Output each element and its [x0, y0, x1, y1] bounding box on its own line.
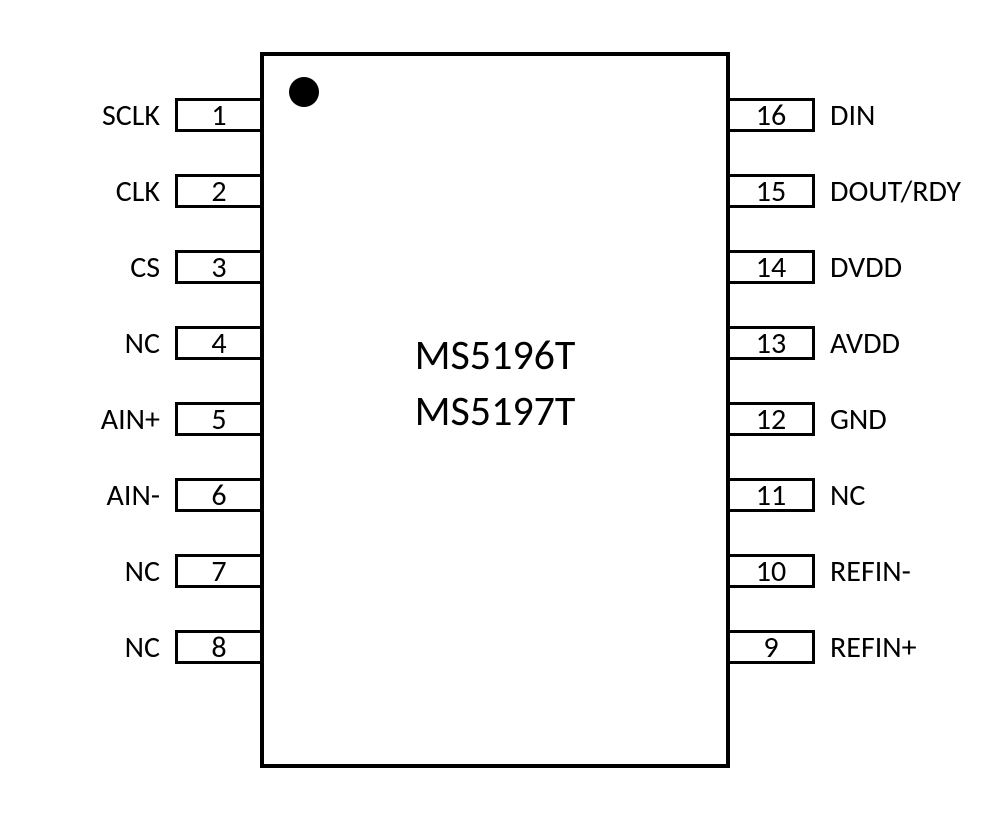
pin-box-16: 16 [727, 98, 815, 132]
pin-box-5: 5 [175, 402, 263, 436]
pin-label-din: DIN [830, 94, 993, 136]
chip-part-number-2: MS5197T [365, 386, 625, 437]
pin-box-3: 3 [175, 250, 263, 284]
ic-pinout-diagram: MS5196T MS5197T SCLK 1 CLK 2 CS 3 NC 4 A… [0, 0, 993, 814]
pin-label-refinm: REFIN- [830, 550, 993, 592]
pin-label-nc-4: NC [40, 322, 160, 364]
pin-box-7: 7 [175, 554, 263, 588]
pin-label-ainm: AIN- [40, 474, 160, 516]
pin-box-1: 1 [175, 98, 263, 132]
pin-label-ainp: AIN+ [40, 398, 160, 440]
pin-box-4: 4 [175, 326, 263, 360]
pin-box-9: 9 [727, 630, 815, 664]
pin-box-6: 6 [175, 478, 263, 512]
pin-label-dout-rdy: DOUT/RDY [830, 170, 993, 212]
pin-box-14: 14 [727, 250, 815, 284]
pin-label-avdd: AVDD [830, 322, 993, 364]
chip-part-number-1: MS5196T [365, 330, 625, 381]
pin-label-nc-11: NC [830, 474, 993, 516]
pin-label-refinp: REFIN+ [830, 626, 993, 668]
pin-box-8: 8 [175, 630, 263, 664]
pin-label-nc-7: NC [40, 550, 160, 592]
pin-label-nc-8: NC [40, 626, 160, 668]
pin-box-11: 11 [727, 478, 815, 512]
pin1-indicator-dot [289, 77, 319, 107]
pin-box-15: 15 [727, 174, 815, 208]
pin-box-10: 10 [727, 554, 815, 588]
pin-label-clk: CLK [40, 170, 160, 212]
pin-label-sclk: SCLK [40, 94, 160, 136]
pin-box-13: 13 [727, 326, 815, 360]
pin-label-cs: CS [40, 246, 160, 288]
pin-label-gnd: GND [830, 398, 993, 440]
pin-box-12: 12 [727, 402, 815, 436]
pin-box-2: 2 [175, 174, 263, 208]
pin-label-dvdd: DVDD [830, 246, 993, 288]
